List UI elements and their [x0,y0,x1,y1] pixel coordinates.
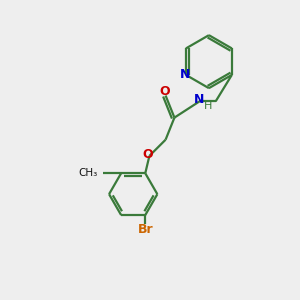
Text: N: N [194,93,205,106]
Text: O: O [160,85,170,98]
Text: Br: Br [137,223,153,236]
Text: CH₃: CH₃ [78,168,98,178]
Text: H: H [203,101,212,111]
Text: O: O [142,148,153,161]
Text: N: N [180,68,190,81]
